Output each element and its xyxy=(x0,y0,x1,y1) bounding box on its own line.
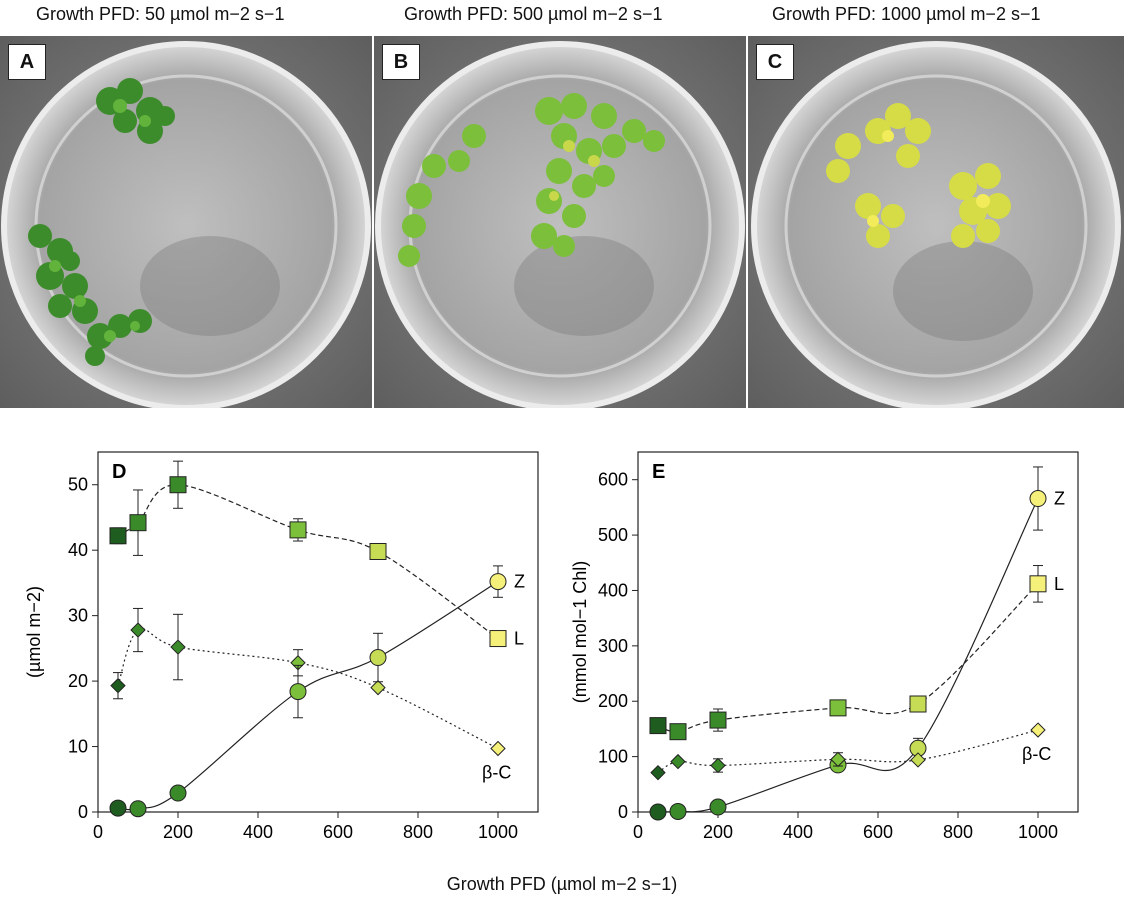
chart-d-xtick-label: 600 xyxy=(323,822,353,842)
chart-e-point-square xyxy=(709,711,727,729)
chart-e-ytick-label: 0 xyxy=(618,802,628,822)
chart-d-xtick-label: 400 xyxy=(243,822,273,842)
chart-d-series-label: L xyxy=(514,629,524,649)
chart-d-ytick-label: 0 xyxy=(78,802,88,822)
chart-e-point-square xyxy=(909,695,927,713)
chart-e-ytick-label: 100 xyxy=(598,747,628,767)
photo-label-c: C xyxy=(756,44,794,80)
chart-d-point-square xyxy=(369,542,387,560)
chart-d-ytick-label: 30 xyxy=(68,606,88,626)
chart-d-point-circle xyxy=(169,784,187,802)
chart-e-point-circle xyxy=(649,803,667,821)
chart-d-frame xyxy=(97,451,539,813)
chart-e: 0 100 200 300 400 500 600 0 200 400 600 800 1000 E (mm… xyxy=(570,451,1079,842)
chart-d-point-circle xyxy=(489,573,507,591)
title-a: Growth PFD: 50 µmol m−2 s−1 xyxy=(36,4,285,24)
chart-e-ylabel: (mmol mol−1 Chl) xyxy=(570,561,590,704)
chart-d-series-1-trend xyxy=(117,628,499,750)
chart-d-series-label: β-C xyxy=(482,763,511,783)
chart-d-point-diamond xyxy=(170,639,186,655)
photo-b: B xyxy=(374,36,746,408)
chart-e-point-square xyxy=(669,723,687,741)
chart-d-point-diamond xyxy=(370,679,386,696)
chart-d-xtick-label: 800 xyxy=(403,822,433,842)
chart-e-point-square xyxy=(829,699,847,717)
chart-e-xtick-label: 1000 xyxy=(1018,822,1058,842)
chart-d-xtick-label: 200 xyxy=(163,822,193,842)
chart-d-series-label: Z xyxy=(514,572,525,592)
chart-e-ytick-label: 600 xyxy=(598,470,628,490)
photo-c: C xyxy=(748,36,1124,408)
chart-d: 0 10 20 30 40 50 0 200 400 600 800 1000 D (µmol m−2) L… xyxy=(24,451,539,842)
chart-e-xtick-label: 400 xyxy=(783,822,813,842)
chart-d-xtick-label: 0 xyxy=(93,822,103,842)
chart-e-series-1-trend xyxy=(657,583,1039,733)
chart-d-ytick-label: 20 xyxy=(68,671,88,691)
photo-a: A xyxy=(0,36,372,408)
chart-d-point-diamond xyxy=(110,677,126,694)
chart-d-ylabel: (µmol m−2) xyxy=(24,586,44,678)
chart-e-ytick-label: 500 xyxy=(598,525,628,545)
chart-e-xtick-label: 0 xyxy=(633,822,643,842)
chart-e-series-label: β-C xyxy=(1022,744,1051,764)
chart-d-series-2-trend xyxy=(117,581,499,811)
chart-e-point-circle xyxy=(1029,490,1047,508)
chart-d-point-circle xyxy=(369,649,387,667)
chart-d-point-diamond xyxy=(490,740,506,757)
chart-d-point-diamond xyxy=(130,622,146,638)
title-b: Growth PFD: 500 µmol m−2 s−1 xyxy=(404,4,663,24)
chart-d-point-circle xyxy=(109,799,127,817)
chart-d-point-square xyxy=(109,527,127,545)
chart-d-point-circle xyxy=(129,800,147,818)
chart-e-point-diamond xyxy=(910,752,926,768)
chart-e-panel-label: E xyxy=(652,461,665,483)
chart-e-point-square xyxy=(649,717,667,735)
chart-e-ytick-label: 300 xyxy=(598,636,628,656)
chart-e-xtick-label: 600 xyxy=(863,822,893,842)
chart-e-point-square xyxy=(1029,575,1047,593)
chart-e-point-circle xyxy=(709,798,727,816)
chart-d-panel-label: D xyxy=(112,461,126,483)
chart-d-ytick-label: 50 xyxy=(68,475,88,495)
chart-e-ytick-label: 400 xyxy=(598,580,628,600)
chart-e-point-diamond xyxy=(670,753,686,770)
chart-e-series-2-trend xyxy=(657,729,1039,774)
chart-e-ytick-label: 200 xyxy=(598,691,628,711)
chart-d-series-0-trend xyxy=(117,484,499,640)
chart-d-point-square xyxy=(289,521,307,539)
photo-label-a: A xyxy=(8,44,46,80)
chart-d-ytick-label: 10 xyxy=(68,737,88,757)
chart-d-point-square xyxy=(129,514,147,532)
x-axis-title: Growth PFD (µmol m−2 s−1) xyxy=(446,874,678,894)
chart-d-point-square xyxy=(169,476,187,494)
photo-label-b: B xyxy=(382,44,420,80)
chart-e-point-circle xyxy=(669,802,687,820)
chart-e-xtick-label: 800 xyxy=(943,822,973,842)
chart-d-point-square xyxy=(489,630,507,648)
chart-e-frame xyxy=(637,451,1079,813)
chart-e-point-diamond xyxy=(650,764,666,781)
chart-d-xtick-label: 1000 xyxy=(478,822,518,842)
chart-e-series-label: Z xyxy=(1054,489,1065,509)
chart-d-point-circle xyxy=(289,683,307,701)
chart-e-point-diamond xyxy=(1030,722,1046,738)
chart-e-xtick-label: 200 xyxy=(703,822,733,842)
chart-e-point-diamond xyxy=(710,757,726,774)
chart-e-point-diamond xyxy=(830,751,846,768)
chart-d-ytick-label: 40 xyxy=(68,540,88,560)
chart-e-series-label: L xyxy=(1054,574,1064,594)
title-c: Growth PFD: 1000 µmol m−2 s−1 xyxy=(772,4,1041,24)
